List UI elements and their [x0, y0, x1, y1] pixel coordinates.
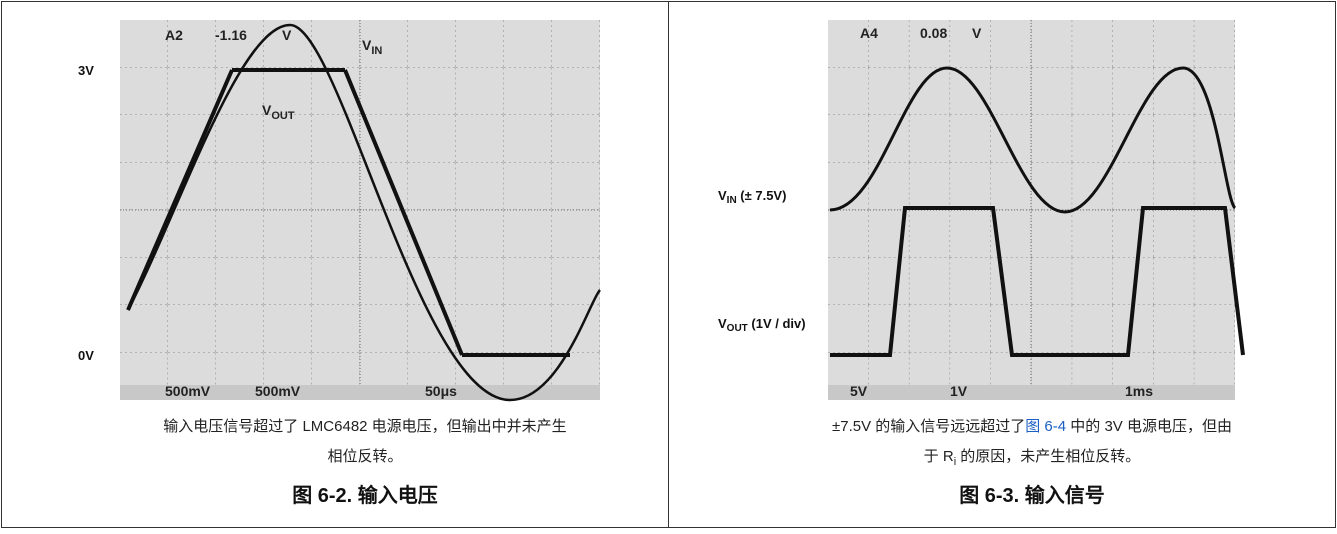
caption-text: 的原因，未产生相位反转。	[956, 448, 1140, 465]
scope-text: V	[282, 27, 292, 43]
scope-text: A4	[860, 25, 878, 41]
scope-text: 500mV	[165, 383, 211, 399]
scope-text: V	[362, 37, 372, 53]
side-label: VIN (± 7.5V)	[718, 188, 786, 206]
caption: 于 Ri 的原因，未产生相位反转。	[924, 448, 1141, 468]
caption-text: 中的 3V 电源电压，但由	[1066, 418, 1232, 435]
figure-title: 图 6-3. 输入信号	[959, 483, 1105, 507]
scope-image: A2 -1.16 V VIN VOUT 500mV 500mV 50μs	[120, 20, 601, 402]
caption-text: ±7.5V 的输入信号远远超过了	[832, 418, 1025, 435]
scope-text: 50μs	[425, 383, 457, 399]
side-label: V	[718, 316, 727, 331]
scope-text: 1ms	[1125, 383, 1153, 399]
side-label: 0V	[78, 348, 94, 363]
scope-text: V	[972, 25, 982, 41]
scope-text: 1V	[950, 383, 968, 399]
side-label: IN	[727, 195, 737, 206]
figure-link[interactable]: 图 6-4	[1025, 418, 1066, 435]
scope-text: VIN	[362, 37, 382, 57]
side-label: (1V / div)	[748, 316, 806, 331]
scope-text: VOUT	[262, 102, 295, 122]
scope-text: 5V	[850, 383, 868, 399]
scope-text: V	[262, 102, 272, 118]
scope-text: A2	[165, 27, 183, 43]
caption: 输入电压信号超过了 LMC6482 电源电压，但输出中并未产生	[163, 418, 566, 435]
side-label: VOUT (1V / div)	[718, 316, 806, 334]
caption: ±7.5V 的输入信号远远超过了图 6-4 中的 3V 电源电压，但由	[832, 418, 1232, 435]
scope-image: A4 0.08 V 5V 1V 1ms	[828, 20, 1245, 400]
scope-text: -1.16	[215, 27, 247, 43]
side-label: 3V	[78, 63, 94, 78]
side-label: OUT	[727, 323, 748, 334]
scope-text: IN	[371, 45, 382, 57]
side-label: V	[718, 188, 727, 203]
figure-title: 图 6-2. 输入电压	[292, 483, 438, 507]
caption: 相位反转。	[327, 448, 402, 465]
scope-text: OUT	[271, 110, 295, 122]
caption-text: i	[954, 456, 956, 468]
side-label: (± 7.5V)	[737, 188, 787, 203]
caption-text: 于 R	[924, 448, 954, 465]
scope-text: 0.08	[920, 25, 947, 41]
scope-text: 500mV	[255, 383, 301, 399]
